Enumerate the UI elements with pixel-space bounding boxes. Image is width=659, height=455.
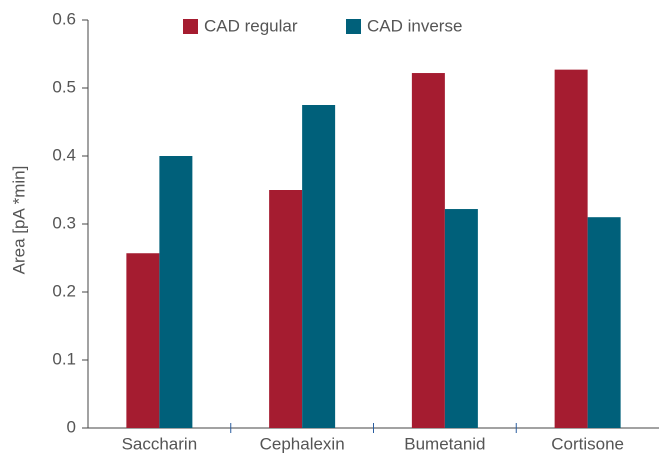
bar (269, 190, 303, 428)
x-tick-label: Cortisone (551, 434, 624, 453)
bar (444, 209, 478, 428)
bar (411, 73, 445, 428)
legend-swatch (183, 19, 198, 34)
x-tick-label: Saccharin (122, 434, 198, 453)
legend-label: CAD regular (204, 16, 298, 35)
y-tick-label: 0.1 (52, 349, 76, 368)
bar (126, 253, 160, 428)
legend-label: CAD inverse (367, 16, 462, 35)
x-tick-label: Bumetanid (404, 434, 485, 453)
bar (159, 156, 193, 428)
bar (587, 217, 621, 428)
y-tick-label: 0.4 (52, 145, 76, 164)
y-axis-label: Area [pA *min] (9, 166, 28, 275)
y-tick-label: 0.5 (52, 77, 76, 96)
y-tick-label: 0.2 (52, 281, 76, 300)
y-tick-label: 0.3 (52, 213, 76, 232)
legend-swatch (346, 19, 361, 34)
y-tick-label: 0 (67, 417, 76, 436)
bar (554, 69, 588, 428)
bar (302, 105, 336, 428)
x-tick-label: Cephalexin (260, 434, 345, 453)
y-tick-label: 0.6 (52, 9, 76, 28)
